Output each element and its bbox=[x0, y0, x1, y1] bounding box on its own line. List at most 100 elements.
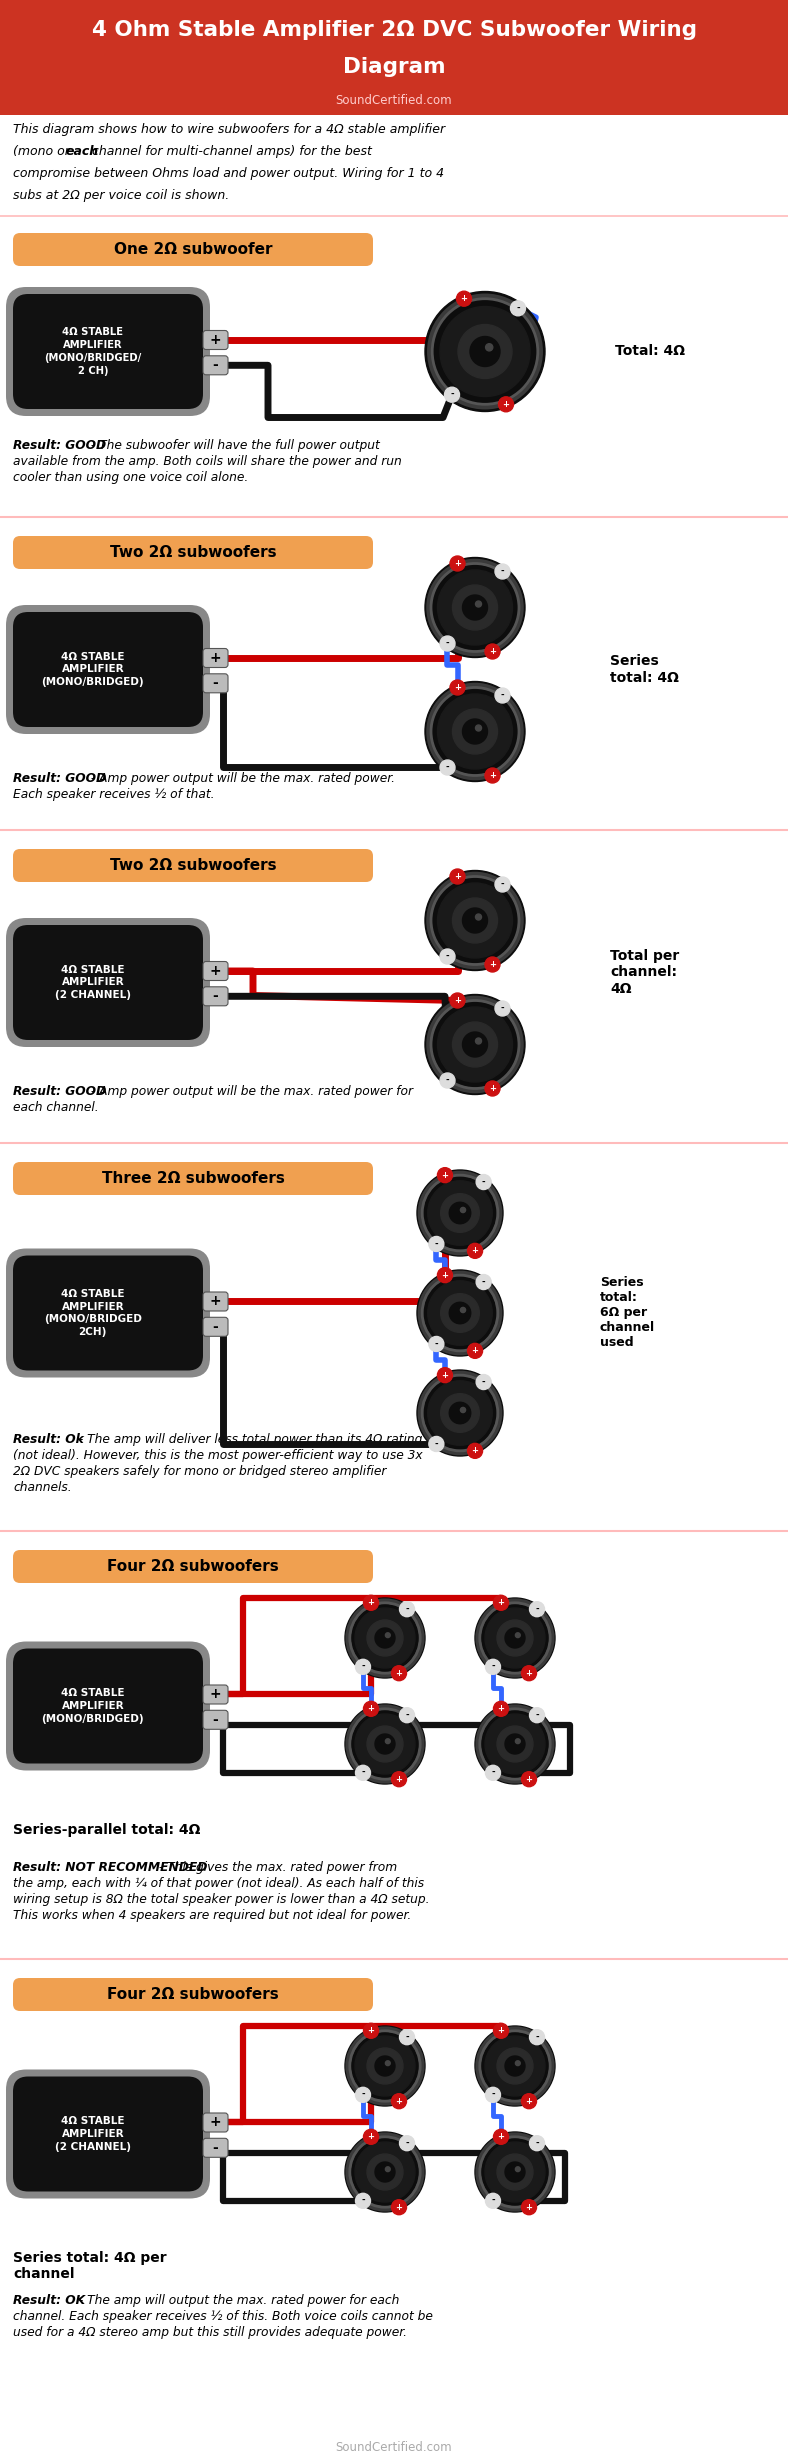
Circle shape bbox=[429, 1237, 444, 1252]
Text: +: + bbox=[210, 2117, 221, 2129]
Circle shape bbox=[449, 1402, 470, 1424]
Text: (mono or: (mono or bbox=[13, 145, 74, 158]
Text: -: - bbox=[535, 2033, 539, 2043]
Text: 4Ω STABLE
AMPLIFIER
(2 CHANNEL): 4Ω STABLE AMPLIFIER (2 CHANNEL) bbox=[55, 966, 131, 1000]
FancyBboxPatch shape bbox=[6, 286, 210, 416]
Circle shape bbox=[437, 1168, 452, 1183]
Circle shape bbox=[530, 2030, 545, 2045]
Text: - The amp will output the max. rated power for each: - The amp will output the max. rated pow… bbox=[75, 2294, 399, 2306]
Circle shape bbox=[385, 1740, 390, 1745]
Text: Result: GOOD: Result: GOOD bbox=[13, 771, 106, 786]
Text: -: - bbox=[213, 1712, 218, 1727]
Text: +: + bbox=[210, 963, 221, 978]
Circle shape bbox=[463, 594, 488, 621]
Circle shape bbox=[485, 2193, 500, 2208]
Circle shape bbox=[425, 683, 525, 781]
Text: +: + bbox=[471, 1345, 478, 1355]
Circle shape bbox=[392, 2094, 407, 2109]
Circle shape bbox=[428, 1281, 492, 1345]
Text: 4Ω STABLE
AMPLIFIER
(MONO/BRIDGED
2CH): 4Ω STABLE AMPLIFIER (MONO/BRIDGED 2CH) bbox=[44, 1289, 142, 1338]
Text: +: + bbox=[454, 995, 461, 1005]
Text: cooler than using one voice coil alone.: cooler than using one voice coil alone. bbox=[13, 471, 248, 483]
FancyBboxPatch shape bbox=[203, 673, 228, 692]
Circle shape bbox=[400, 2030, 414, 2045]
Text: Four 2Ω subwoofers: Four 2Ω subwoofers bbox=[107, 1560, 279, 1574]
Text: -: - bbox=[535, 1710, 539, 1720]
Circle shape bbox=[440, 306, 530, 397]
Circle shape bbox=[440, 759, 455, 776]
Text: 4Ω STABLE
AMPLIFIER
(MONO/BRIDGED): 4Ω STABLE AMPLIFIER (MONO/BRIDGED) bbox=[42, 1688, 144, 1725]
Text: the amp, each with ¼ of that power (not ideal). As each half of this: the amp, each with ¼ of that power (not … bbox=[13, 1878, 424, 1890]
Text: +: + bbox=[396, 1668, 403, 1678]
Circle shape bbox=[450, 557, 465, 572]
Text: -: - bbox=[535, 1604, 539, 1614]
Circle shape bbox=[485, 1715, 545, 1774]
Circle shape bbox=[437, 1368, 452, 1382]
Text: Total per
channel:
4Ω: Total per channel: 4Ω bbox=[610, 949, 679, 995]
Text: +: + bbox=[367, 1599, 374, 1607]
Circle shape bbox=[476, 1274, 491, 1289]
Circle shape bbox=[485, 2087, 500, 2102]
Circle shape bbox=[470, 338, 500, 367]
Text: Result: GOOD: Result: GOOD bbox=[13, 439, 106, 451]
Text: -: - bbox=[500, 880, 504, 890]
Text: -: - bbox=[491, 2195, 495, 2205]
Text: 2Ω DVC speakers safely for mono or bridged stereo amplifier: 2Ω DVC speakers safely for mono or bridg… bbox=[13, 1464, 386, 1478]
Circle shape bbox=[452, 897, 497, 944]
Circle shape bbox=[485, 2141, 545, 2203]
Text: 4Ω STABLE
AMPLIFIER
(MONO/BRIDGED/
2 CH): 4Ω STABLE AMPLIFIER (MONO/BRIDGED/ 2 CH) bbox=[44, 328, 141, 375]
Text: (not ideal). However, this is the most power-efficient way to use 3x: (not ideal). However, this is the most p… bbox=[13, 1449, 422, 1461]
Text: -: - bbox=[535, 2139, 539, 2149]
Circle shape bbox=[449, 1202, 470, 1225]
Circle shape bbox=[495, 564, 510, 579]
Text: +: + bbox=[460, 293, 467, 303]
Text: -: - bbox=[446, 1077, 449, 1084]
Circle shape bbox=[367, 1725, 403, 1762]
Text: 4Ω STABLE
AMPLIFIER
(MONO/BRIDGED): 4Ω STABLE AMPLIFIER (MONO/BRIDGED) bbox=[42, 650, 144, 687]
Circle shape bbox=[467, 1343, 482, 1358]
Text: One 2Ω subwoofer: One 2Ω subwoofer bbox=[113, 241, 272, 256]
Circle shape bbox=[505, 2055, 525, 2077]
Text: available from the amp. Both coils will share the power and run: available from the amp. Both coils will … bbox=[13, 456, 402, 468]
Text: Total: 4Ω: Total: 4Ω bbox=[615, 345, 685, 357]
Circle shape bbox=[425, 870, 525, 971]
Circle shape bbox=[363, 2023, 378, 2038]
Text: -: - bbox=[446, 951, 449, 961]
Text: +: + bbox=[454, 872, 461, 882]
Text: Series
total: 4Ω: Series total: 4Ω bbox=[610, 655, 679, 685]
Circle shape bbox=[452, 584, 497, 631]
Text: +: + bbox=[489, 1084, 496, 1094]
Circle shape bbox=[475, 2131, 555, 2213]
Text: +: + bbox=[210, 650, 221, 665]
Text: This works when 4 speakers are required but not ideal for power.: This works when 4 speakers are required … bbox=[13, 1910, 411, 1922]
Circle shape bbox=[522, 2094, 537, 2109]
FancyBboxPatch shape bbox=[6, 2070, 210, 2198]
Text: +: + bbox=[210, 1688, 221, 1703]
Circle shape bbox=[363, 1594, 378, 1611]
Circle shape bbox=[367, 2154, 403, 2190]
Text: Result: GOOD: Result: GOOD bbox=[13, 1084, 106, 1099]
Circle shape bbox=[530, 1602, 545, 1616]
Circle shape bbox=[476, 1375, 491, 1390]
FancyBboxPatch shape bbox=[13, 1648, 203, 1764]
Text: -: - bbox=[500, 567, 504, 577]
Circle shape bbox=[485, 342, 492, 350]
Text: +: + bbox=[497, 2025, 504, 2035]
Text: -: - bbox=[361, 2195, 365, 2205]
Text: wiring setup is 8Ω the total speaker power is lower than a 4Ω setup.: wiring setup is 8Ω the total speaker pow… bbox=[13, 1892, 429, 1905]
Circle shape bbox=[485, 769, 500, 784]
Circle shape bbox=[437, 569, 512, 646]
Circle shape bbox=[429, 1335, 444, 1350]
Text: -: - bbox=[491, 2089, 495, 2099]
FancyBboxPatch shape bbox=[6, 1249, 210, 1377]
Text: +: + bbox=[489, 648, 496, 655]
Text: -: - bbox=[516, 303, 520, 313]
Circle shape bbox=[493, 1700, 508, 1717]
Text: -: - bbox=[481, 1276, 485, 1286]
FancyBboxPatch shape bbox=[6, 919, 210, 1047]
Circle shape bbox=[440, 1294, 479, 1333]
Text: This diagram shows how to wire subwoofers for a 4Ω stable amplifier: This diagram shows how to wire subwoofer… bbox=[13, 123, 445, 136]
FancyBboxPatch shape bbox=[203, 648, 228, 668]
Circle shape bbox=[345, 1705, 425, 1784]
FancyBboxPatch shape bbox=[203, 986, 228, 1005]
